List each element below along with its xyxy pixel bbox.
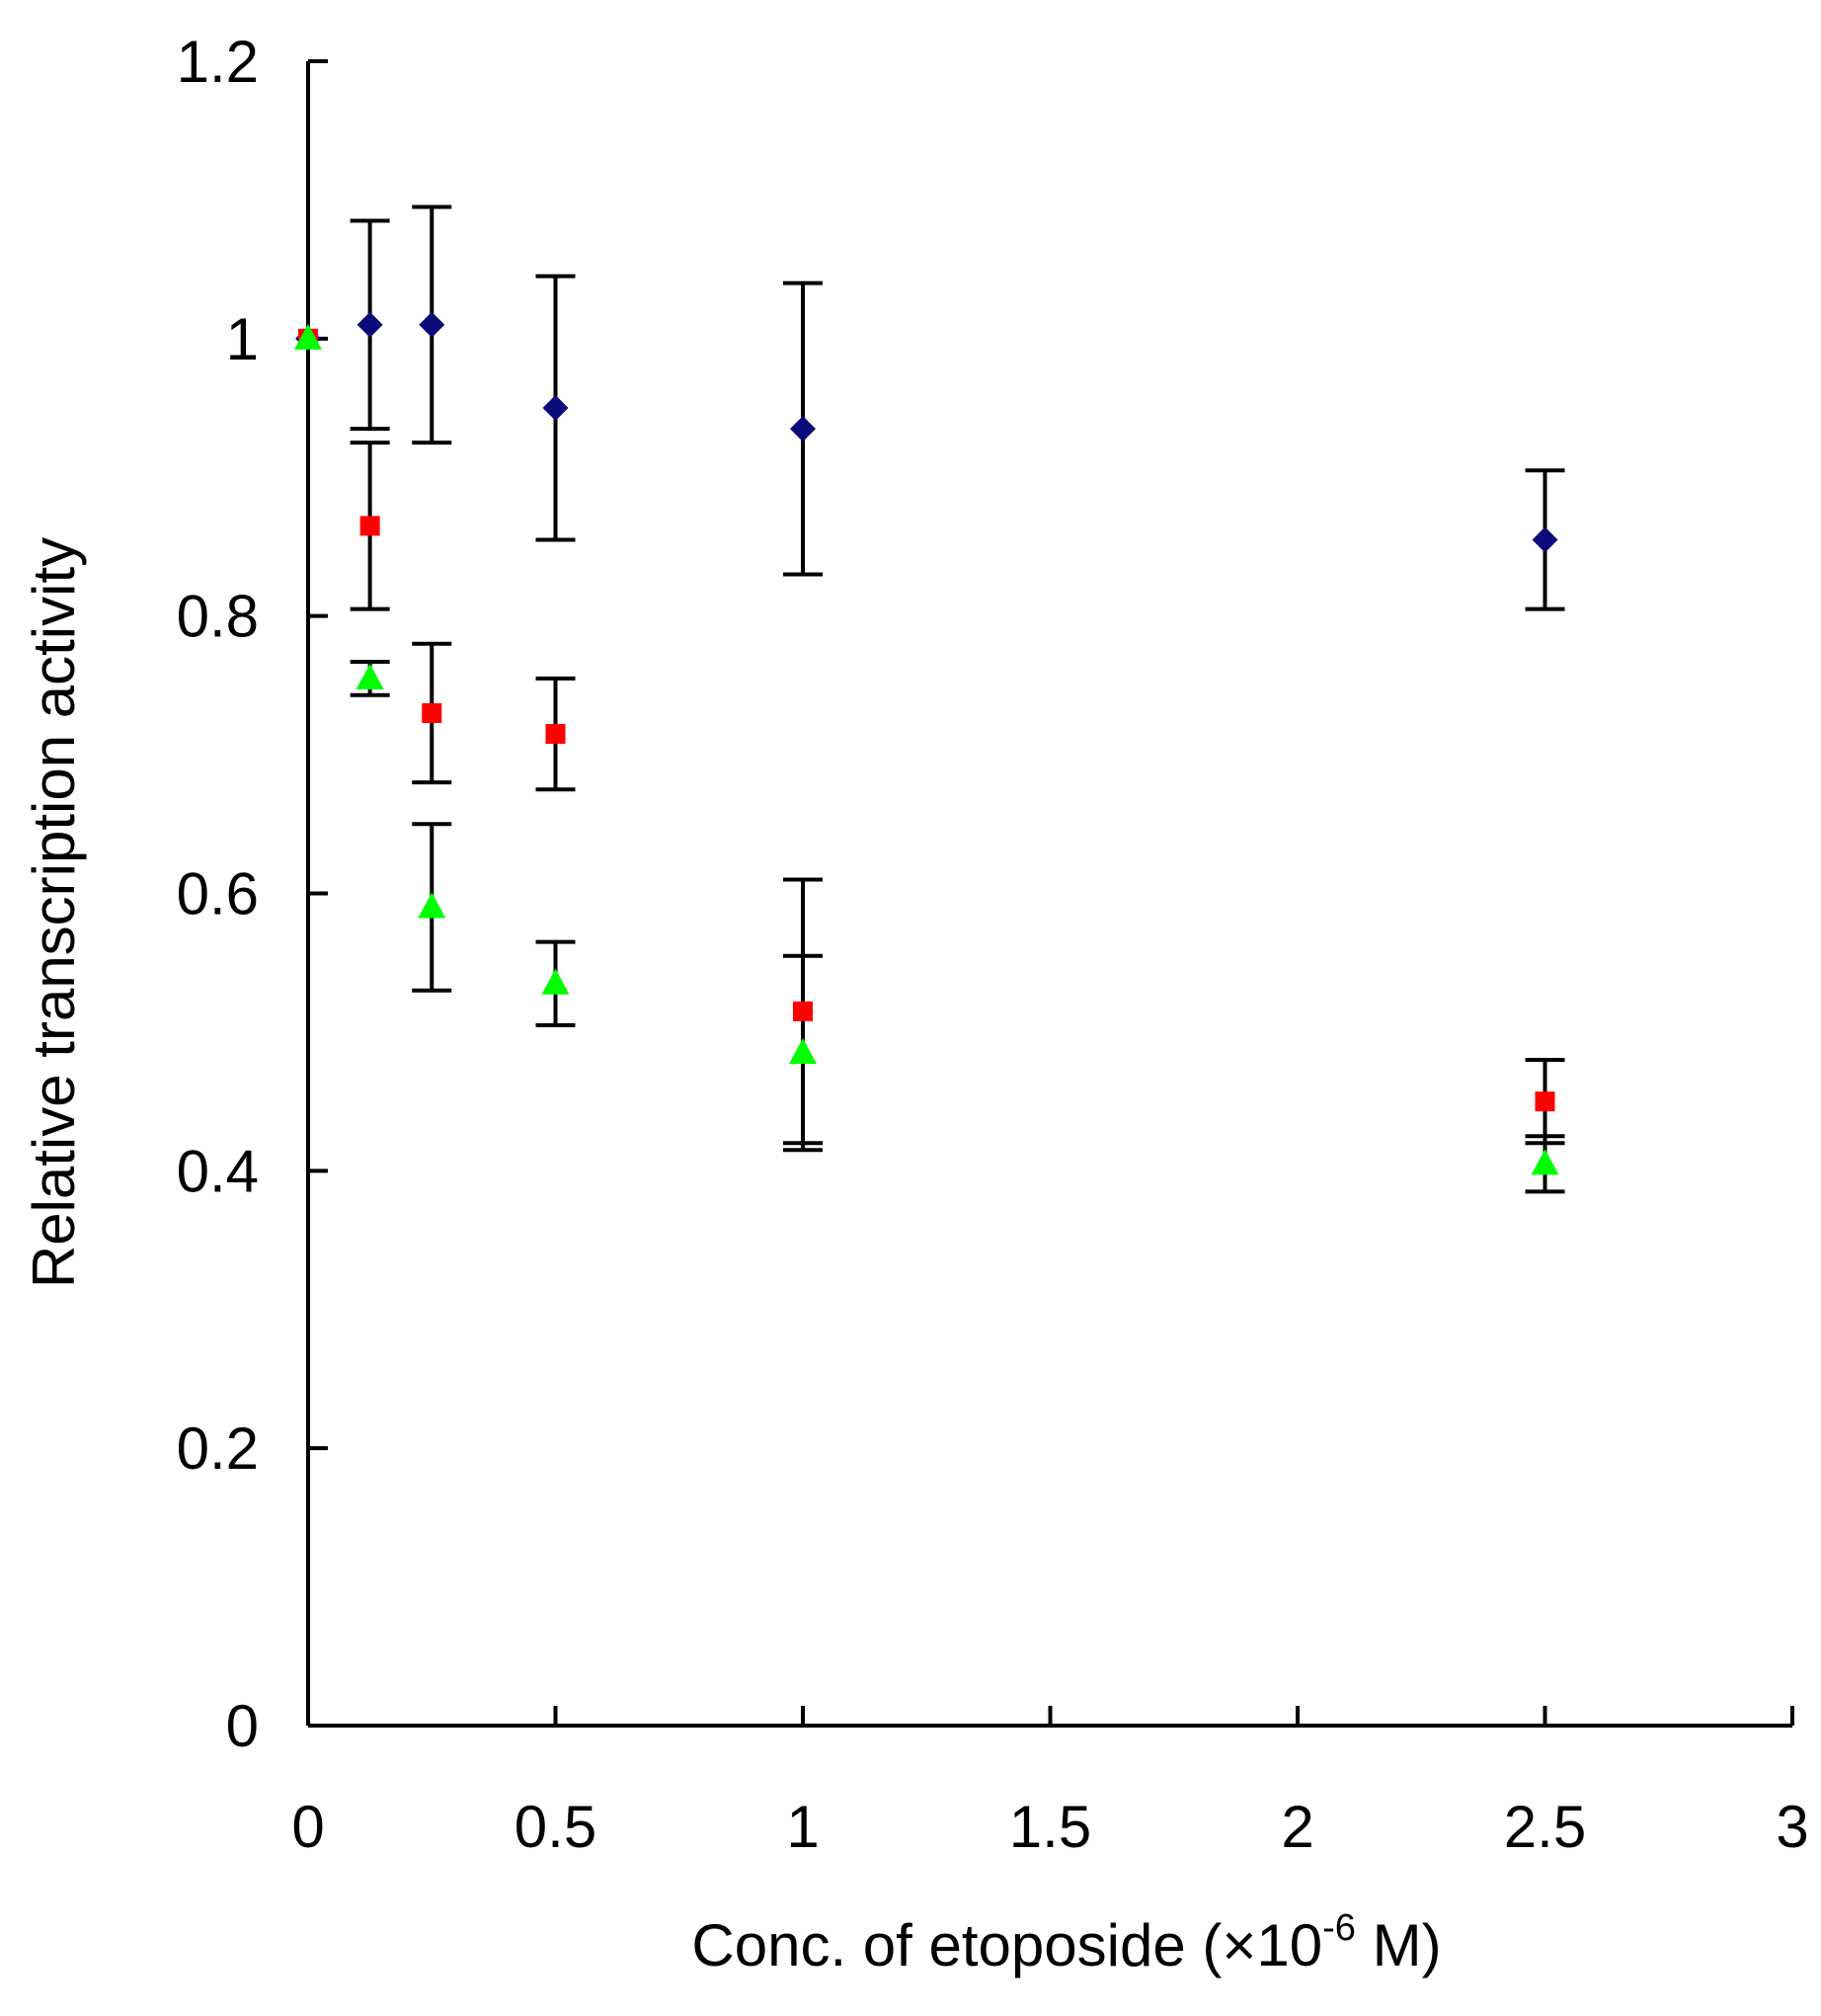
series-2-point	[793, 1001, 813, 1021]
series-1-point	[356, 311, 383, 338]
axes	[306, 61, 1792, 1728]
error-bars	[350, 204, 1565, 1194]
y-tick-label: 0	[226, 1693, 259, 1759]
data-points	[294, 311, 1559, 1175]
series-2-point	[545, 724, 566, 745]
y-tick-label: 0.4	[177, 1138, 259, 1204]
x-tick-label: 2	[1281, 1794, 1313, 1860]
series-3-point	[1531, 1149, 1559, 1175]
y-tick-label: 1	[226, 306, 259, 372]
series-2-point	[359, 516, 380, 536]
tick-labels: 0 0.5 1 1.5 2 2.5 3 0 0.2 0.4 0.6 0.8 1 1.2	[177, 29, 1809, 1860]
y-axis-title: Relative transcription activity	[21, 537, 87, 1288]
y-tick-label: 0.8	[177, 584, 259, 650]
x-axis-title-main: Conc. of etoposide (×10	[691, 1912, 1322, 1978]
x-axis-title: Conc. of etoposide (×10-6 M)	[691, 1907, 1441, 1978]
y-tick-label: 0.2	[177, 1415, 259, 1482]
series-1-point	[790, 416, 816, 443]
series-2-point	[1535, 1091, 1555, 1112]
x-axis-title-suffix: M)	[1356, 1912, 1442, 1978]
series-1-point	[542, 395, 569, 422]
series-3-point	[356, 663, 384, 689]
ticks	[306, 59, 1794, 1728]
series-1-point	[1532, 526, 1558, 553]
series-3-point	[789, 1037, 817, 1064]
x-tick-label: 3	[1776, 1794, 1808, 1860]
x-tick-label: 0.5	[515, 1794, 596, 1860]
x-axis-title-superscript: -6	[1322, 1907, 1356, 1949]
series-3-point	[294, 323, 322, 350]
x-tick-label: 0	[291, 1794, 324, 1860]
x-tick-label: 1.5	[1009, 1794, 1091, 1860]
y-tick-label: 0.6	[177, 861, 259, 927]
x-tick-label: 2.5	[1504, 1794, 1586, 1860]
x-tick-label: 1	[786, 1794, 819, 1860]
series-3-point	[541, 968, 570, 995]
series-1-point	[419, 311, 445, 338]
series-2-point	[422, 702, 442, 723]
y-tick-label: 1.2	[177, 29, 259, 95]
series-3-point	[418, 892, 446, 919]
